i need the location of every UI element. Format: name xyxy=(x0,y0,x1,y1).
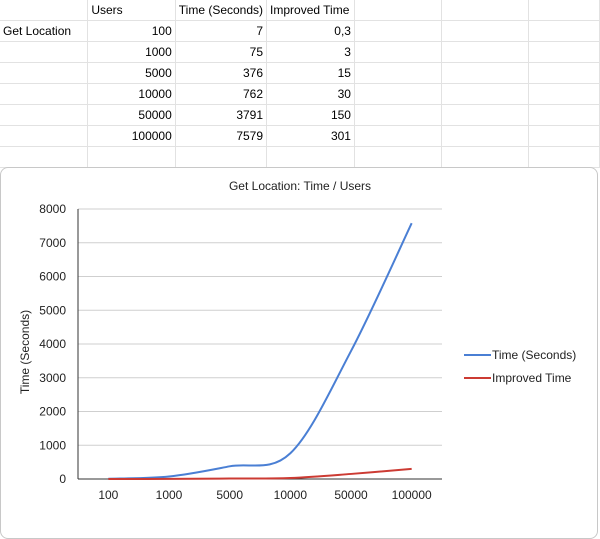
improved-time-cell[interactable]: 301 xyxy=(266,125,355,147)
empty-cell[interactable] xyxy=(354,83,442,105)
empty-cell[interactable] xyxy=(354,41,442,63)
chart-title: Get Location: Time / Users xyxy=(229,179,371,193)
table-row: 5000 376 15 xyxy=(0,62,600,84)
empty-cell[interactable] xyxy=(175,146,268,168)
table-row: 1000 75 3 xyxy=(0,41,600,63)
empty-cell[interactable] xyxy=(528,125,600,147)
spreadsheet-grid: Users Time (Seconds) Improved Time Get L… xyxy=(0,0,600,168)
empty-cell[interactable] xyxy=(441,104,529,126)
empty-cell[interactable] xyxy=(0,146,89,168)
cell-C1[interactable]: Time (Seconds) xyxy=(175,0,268,21)
empty-cell[interactable] xyxy=(0,41,89,63)
header-row: Users Time (Seconds) Improved Time xyxy=(0,0,600,21)
series-line-1[interactable] xyxy=(108,467,412,480)
cell-G1[interactable] xyxy=(528,0,600,21)
chart-gridlines xyxy=(78,208,442,480)
empty-cell[interactable] xyxy=(441,62,529,84)
table-row: Get Location 100 7 0,3 xyxy=(0,20,600,42)
y-tick-label: 5000 xyxy=(39,303,66,317)
cell-E1[interactable] xyxy=(354,0,442,21)
improved-time-cell[interactable]: 0,3 xyxy=(266,20,355,42)
y-tick-label: 6000 xyxy=(39,270,66,284)
x-tick-label: 50000 xyxy=(334,488,368,502)
y-tick-label: 8000 xyxy=(39,202,66,216)
series-line-0[interactable] xyxy=(108,222,413,480)
time-cell[interactable]: 3791 xyxy=(175,104,268,126)
improved-time-cell[interactable]: 150 xyxy=(266,104,355,126)
empty-cell[interactable] xyxy=(441,83,529,105)
users-cell[interactable]: 1000 xyxy=(87,41,176,63)
empty-cell[interactable] xyxy=(354,125,442,147)
improved-time-cell[interactable]: 3 xyxy=(266,41,355,63)
chart-axes: 0 1000 2000 3000 4000 5000 6000 7000 8000 100 1000… xyxy=(39,202,432,502)
empty-cell[interactable] xyxy=(354,104,442,126)
users-cell[interactable]: 100000 xyxy=(87,125,176,147)
x-tick-label: 100 xyxy=(98,488,118,502)
embedded-chart[interactable]: 0 1000 2000 3000 4000 5000 6000 7000 8000 100 1000… xyxy=(0,167,598,539)
empty-cell[interactable] xyxy=(528,104,600,126)
empty-cell[interactable] xyxy=(441,146,529,168)
cell-D1[interactable]: Improved Time xyxy=(266,0,355,21)
empty-cell[interactable] xyxy=(0,83,89,105)
line-chart: 0 1000 2000 3000 4000 5000 6000 7000 8000 100 1000… xyxy=(18,179,576,502)
empty-cell[interactable] xyxy=(354,146,442,168)
y-tick-label: 3000 xyxy=(39,371,66,385)
empty-cell[interactable] xyxy=(0,62,89,84)
cell-A1[interactable] xyxy=(0,0,89,21)
y-tick-label: 0 xyxy=(59,472,66,486)
empty-cell[interactable] xyxy=(354,62,442,84)
legend-label: Time (Seconds) xyxy=(492,348,576,362)
empty-cell[interactable] xyxy=(0,104,89,126)
empty-cell[interactable] xyxy=(441,41,529,63)
legend-label: Improved Time xyxy=(492,371,572,385)
time-cell[interactable]: 7 xyxy=(175,20,268,42)
table-row: 50000 3791 150 xyxy=(0,104,600,126)
empty-cell[interactable] xyxy=(266,146,355,168)
empty-cell[interactable] xyxy=(528,20,600,42)
y-tick-label: 2000 xyxy=(39,405,66,419)
empty-cell[interactable] xyxy=(528,41,600,63)
users-cell[interactable]: 10000 xyxy=(87,83,176,105)
x-tick-label: 100000 xyxy=(392,488,432,502)
y-tick-label: 7000 xyxy=(39,236,66,250)
row-label-cell[interactable]: Get Location xyxy=(0,20,89,42)
cell-B1[interactable]: Users xyxy=(87,0,176,21)
cell-F1[interactable] xyxy=(441,0,529,21)
users-cell[interactable]: 50000 xyxy=(87,104,176,126)
x-tick-label: 10000 xyxy=(274,488,308,502)
empty-cell[interactable] xyxy=(528,146,600,168)
empty-cell[interactable] xyxy=(528,62,600,84)
empty-cell[interactable] xyxy=(528,83,600,105)
table-row: 100000 7579 301 xyxy=(0,125,600,147)
y-tick-label: 4000 xyxy=(39,337,66,351)
empty-cell[interactable] xyxy=(441,20,529,42)
improved-time-cell[interactable]: 30 xyxy=(266,83,355,105)
users-cell[interactable]: 100 xyxy=(87,20,176,42)
y-axis-label: Time (Seconds) xyxy=(18,310,32,394)
empty-cell[interactable] xyxy=(0,125,89,147)
empty-cell[interactable] xyxy=(441,125,529,147)
improved-time-cell[interactable]: 15 xyxy=(266,62,355,84)
time-cell[interactable]: 762 xyxy=(175,83,268,105)
y-tick-label: 1000 xyxy=(39,438,66,452)
x-tick-label: 1000 xyxy=(156,488,183,502)
chart-legend: Time (Seconds) Improved Time xyxy=(464,348,576,385)
table-row: 10000 762 30 xyxy=(0,83,600,105)
users-cell[interactable]: 5000 xyxy=(87,62,176,84)
x-tick-label: 5000 xyxy=(216,488,243,502)
time-cell[interactable]: 376 xyxy=(175,62,268,84)
empty-cell[interactable] xyxy=(354,20,442,42)
empty-cell[interactable] xyxy=(87,146,176,168)
chart-series xyxy=(108,222,413,480)
table-row xyxy=(0,146,600,168)
time-cell[interactable]: 7579 xyxy=(175,125,268,147)
time-cell[interactable]: 75 xyxy=(175,41,268,63)
